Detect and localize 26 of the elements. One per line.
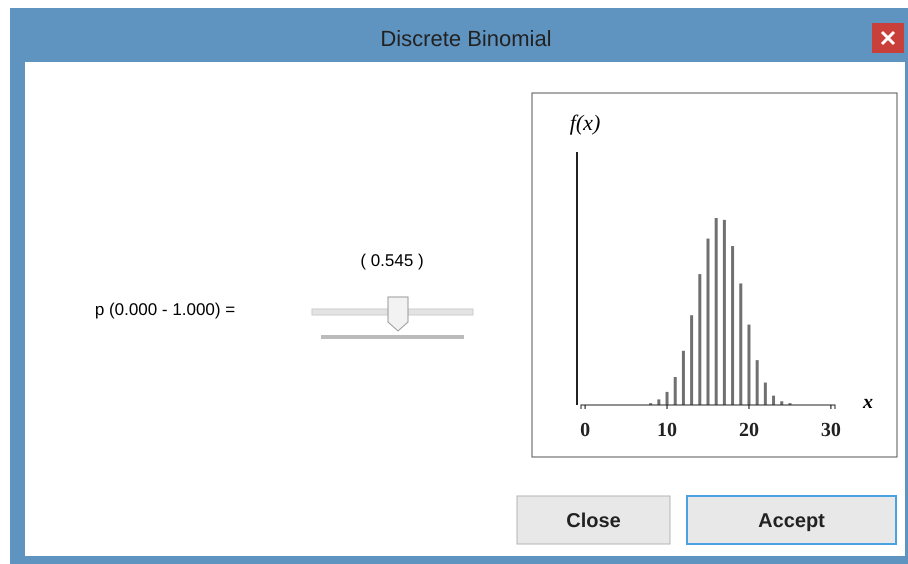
bar <box>674 376 677 405</box>
x-tick-label: 0 <box>580 419 590 441</box>
button: Close <box>516 496 670 544</box>
y-axis-title: f(x) <box>570 110 600 135</box>
bar <box>698 274 702 405</box>
bar <box>764 382 767 405</box>
chart-title: Discrete Binomial <box>380 26 552 51</box>
button: Accept <box>686 495 897 545</box>
bar <box>722 220 726 405</box>
bar <box>747 324 750 405</box>
bar <box>756 360 759 405</box>
x-tick-label: 20 <box>738 419 759 441</box>
text: ( 0.545 ) <box>360 251 424 270</box>
bar <box>690 315 694 405</box>
bar <box>739 283 742 405</box>
text: p (0.000 - 1.000) = <box>94 300 236 319</box>
bar <box>731 246 734 405</box>
bar <box>657 399 660 405</box>
bar <box>706 238 710 405</box>
bar <box>772 396 776 405</box>
x-tick-label: 10 <box>657 419 678 441</box>
bar <box>714 218 718 405</box>
x-axis-title: x <box>862 391 873 413</box>
bar <box>682 350 685 405</box>
x-tick-label: 30 <box>820 419 841 441</box>
bar <box>666 392 669 405</box>
